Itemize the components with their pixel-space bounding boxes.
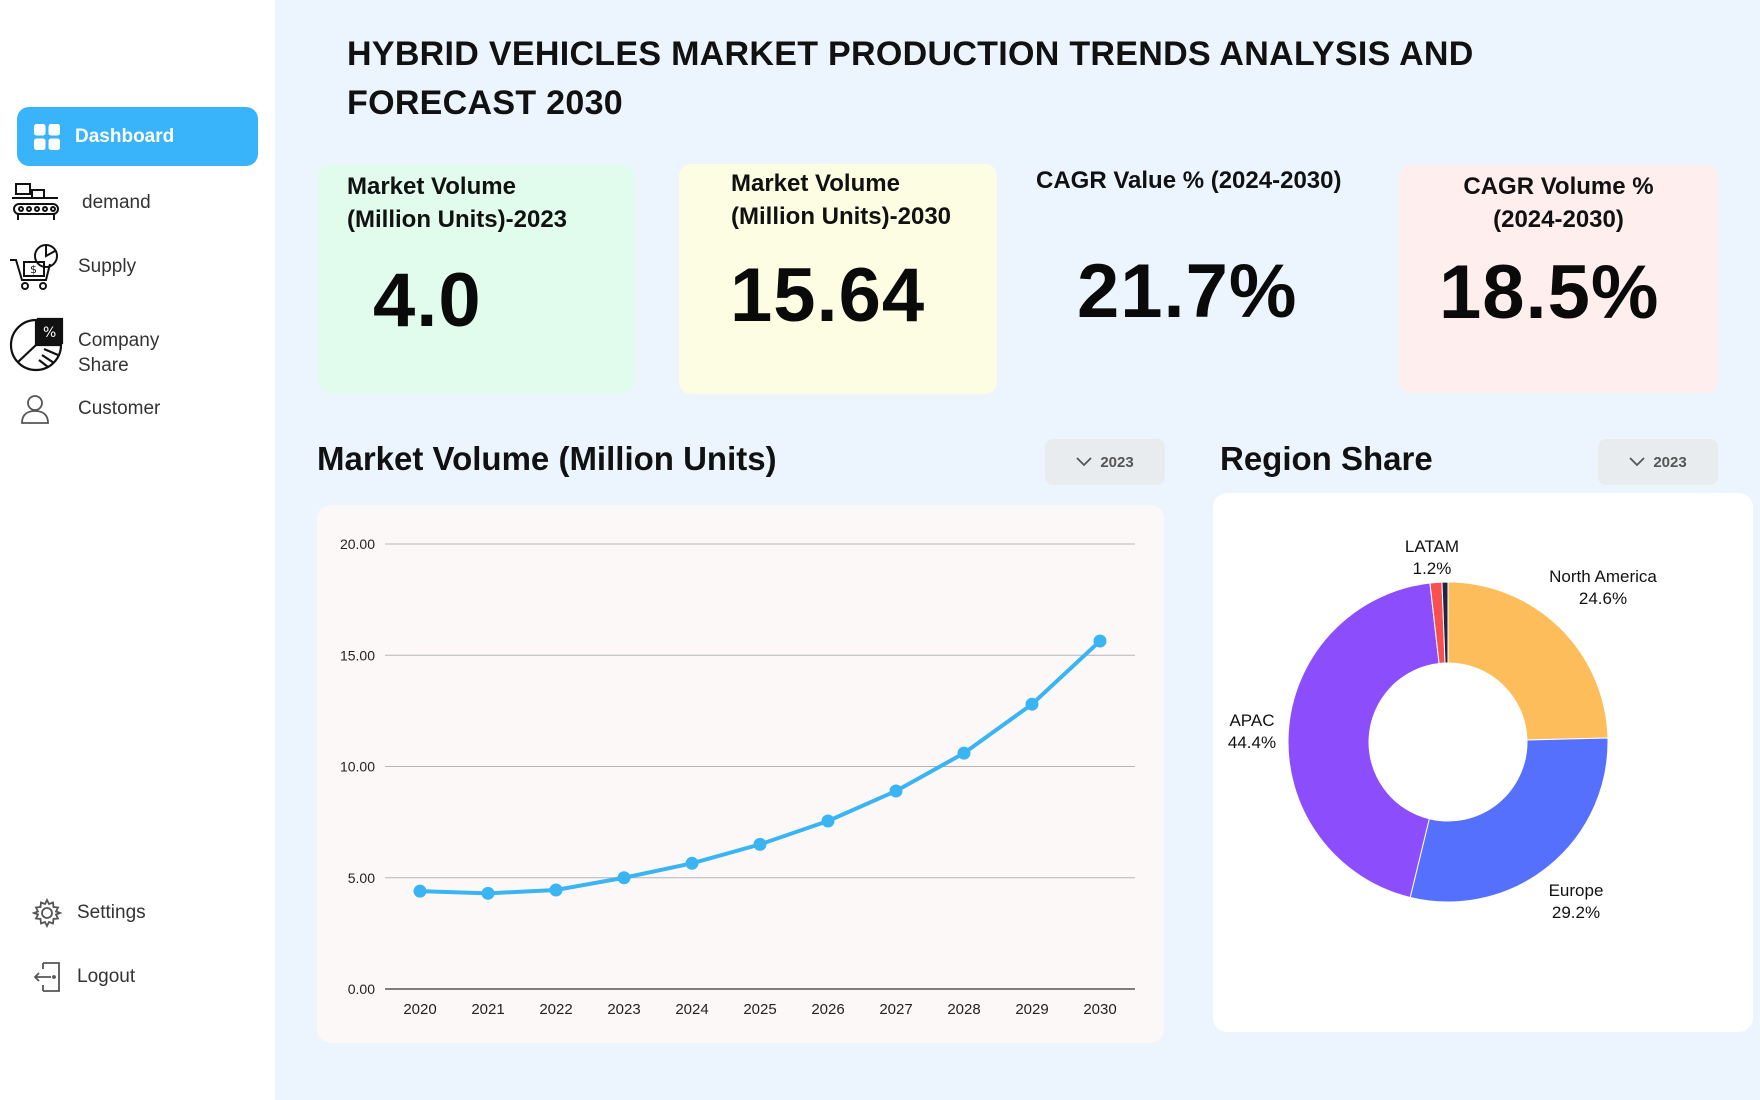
sidebar-item-label: Supply: [78, 256, 137, 277]
chevron-down-icon: [1076, 454, 1092, 471]
slice-label: Europe: [1549, 881, 1604, 900]
conveyor-factory-icon: [10, 180, 62, 226]
region-share-donut-chart: North America 24.6% Europe 29.2% APAC 44.4% LA…: [1228, 537, 1657, 922]
settings-button[interactable]: Settings: [32, 898, 146, 928]
data-point[interactable]: [753, 837, 767, 851]
series-line: [419, 639, 1102, 896]
gear-icon: [32, 898, 62, 928]
y-tick-label: 0.00: [348, 981, 375, 997]
slice-value-label: 29.2%: [1552, 903, 1600, 922]
logout-door-icon: [33, 961, 63, 993]
sidebar-item-label: Company Share: [78, 330, 160, 376]
x-tick-label: 2021: [471, 1001, 504, 1018]
dropdown-value: 2023: [1100, 453, 1134, 471]
sidebar-item-demand[interactable]: demand: [10, 180, 151, 226]
settings-label: Settings: [77, 902, 146, 923]
x-tick-label: 2029: [1015, 1001, 1048, 1018]
kpi-value: 18.5%: [1439, 250, 1660, 335]
line-chart-title: Market Volume (Million Units): [317, 440, 777, 477]
data-point[interactable]: [1025, 697, 1039, 711]
x-tick-label: 2026: [811, 1001, 844, 1018]
slice-value-label: 1.2%: [1413, 559, 1452, 578]
pie-chart-panel: North America 24.6% Europe 29.2% APAC 44.4% LA…: [1213, 493, 1753, 1032]
sidebar-item-customer[interactable]: Customer: [20, 393, 160, 425]
page-title: HYBRID VEHICLES MARKET PRODUCTION TRENDS…: [347, 35, 1474, 122]
y-tick-label: 10.00: [340, 759, 375, 775]
data-point[interactable]: [957, 746, 971, 760]
kpi-label: CAGR Volume % (2024-2030): [1463, 173, 1654, 233]
slice-label: LATAM: [1405, 537, 1459, 556]
data-point[interactable]: [685, 856, 699, 870]
kpi-value: 15.64: [730, 253, 926, 338]
logout-label: Logout: [77, 966, 136, 987]
logout-button[interactable]: Logout: [33, 961, 135, 993]
x-tick-label: 2030: [1083, 1001, 1116, 1018]
sidebar: Dashboard demand $ Supp: [0, 0, 275, 1100]
data-point[interactable]: [481, 886, 495, 900]
slice-label: North America: [1549, 567, 1657, 586]
x-tick-label: 2023: [607, 1001, 640, 1018]
kpi-value: 21.7%: [1077, 249, 1298, 334]
chevron-down-icon: [1629, 454, 1645, 471]
sidebar-item-dashboard[interactable]: Dashboard: [17, 107, 258, 166]
x-tick-label: 2022: [539, 1001, 572, 1018]
y-tick-label: 15.00: [340, 647, 375, 663]
year-dropdown-pie[interactable]: 2023: [1598, 439, 1718, 485]
slice-value-label: 24.6%: [1579, 589, 1627, 608]
x-tick-label: 2025: [743, 1001, 776, 1018]
sidebar-item-supply[interactable]: $ Supply: [8, 242, 136, 292]
y-tick-label: 5.00: [348, 870, 375, 886]
sidebar-item-label: Customer: [78, 398, 161, 419]
y-tick-label: 20.00: [340, 536, 375, 552]
dropdown-value: 2023: [1653, 453, 1687, 471]
kpi-card-cagr-value: CAGR Value % (2024-2030) 21.7%: [1030, 160, 1380, 390]
x-tick-label: 2028: [947, 1001, 980, 1018]
slice-other[interactable]: [1441, 581, 1449, 664]
svg-text:$: $: [30, 263, 37, 276]
dashboard-grid-icon: [33, 123, 61, 151]
kpi-label: Market Volume (Million Units)-2030: [731, 170, 952, 230]
data-point[interactable]: [617, 871, 631, 885]
x-tick-label: 2020: [403, 1001, 436, 1018]
x-tick-label: 2027: [879, 1001, 912, 1018]
sidebar-item-label: demand: [82, 192, 151, 213]
market-volume-line-chart: 0.00 5.00 10.00 15.00 20.00 2020 2021 2022 2023 2…: [340, 536, 1135, 1018]
data-point[interactable]: [549, 883, 563, 897]
slice-value-label: 44.4%: [1228, 733, 1276, 752]
data-point[interactable]: [1093, 634, 1107, 648]
kpi-label: CAGR Value % (2024-2030): [1036, 167, 1342, 194]
sidebar-item-company-share[interactable]: % Company Share: [8, 315, 159, 378]
data-point[interactable]: [821, 814, 835, 828]
pie-chart-title: Region Share: [1220, 440, 1433, 477]
data-point[interactable]: [413, 884, 427, 898]
user-icon: [20, 393, 50, 425]
x-tick-label: 2024: [675, 1001, 708, 1018]
sidebar-item-label: Dashboard: [75, 125, 175, 147]
slice-apac[interactable]: [1287, 582, 1440, 899]
kpi-label: Market Volume (Million Units)-2023: [347, 173, 568, 233]
kpi-card-volume-2030: Market Volume (Million Units)-2030 15.64: [679, 164, 997, 394]
data-point[interactable]: [889, 784, 903, 798]
slice-north-america[interactable]: [1447, 581, 1609, 741]
kpi-card-cagr-volume: CAGR Volume % (2024-2030) 18.5%: [1399, 165, 1718, 393]
slice-label: APAC: [1229, 711, 1274, 730]
slice-europe[interactable]: [1409, 737, 1609, 903]
pie-percent-icon: %: [8, 315, 66, 373]
year-dropdown-line[interactable]: 2023: [1045, 439, 1165, 485]
kpi-card-volume-2023: Market Volume (Million Units)-2023 4.0: [318, 165, 635, 393]
cart-supply-icon: $: [8, 242, 60, 292]
kpi-value: 4.0: [373, 258, 482, 343]
svg-text:%: %: [43, 325, 56, 341]
line-chart-panel: 0.00 5.00 10.00 15.00 20.00 2020 2021 2022 2023 2…: [317, 505, 1164, 1043]
